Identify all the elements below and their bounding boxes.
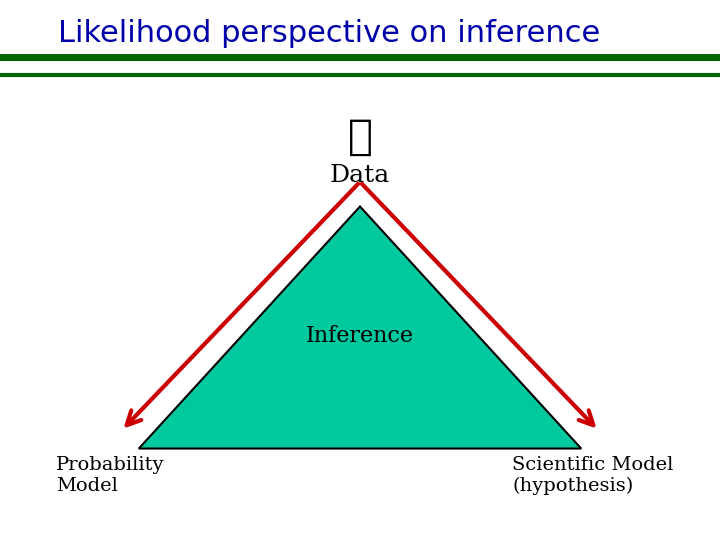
Polygon shape xyxy=(139,206,581,449)
Text: Probability
Model: Probability Model xyxy=(56,456,164,495)
Text: Inference: Inference xyxy=(306,326,414,347)
Text: 👑: 👑 xyxy=(348,116,372,158)
Text: Scientific Model
(hypothesis): Scientific Model (hypothesis) xyxy=(512,456,673,495)
Text: Likelihood perspective on inference: Likelihood perspective on inference xyxy=(58,19,600,48)
Text: Data: Data xyxy=(330,164,390,187)
